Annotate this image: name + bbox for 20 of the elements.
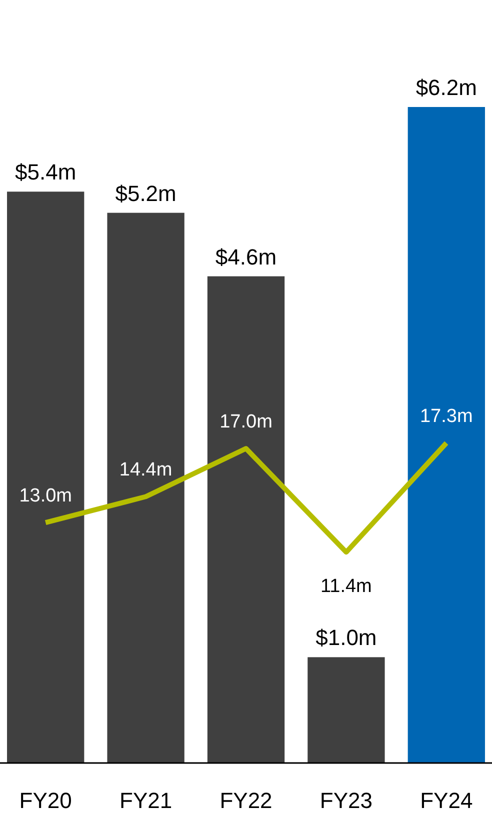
x-tick-label: FY21 [120,788,172,813]
data-label: $6.2m [416,75,477,100]
bar [7,192,84,763]
bar [107,212,184,763]
bar [308,657,385,763]
data-label: 13.0m [19,486,72,507]
data-label: $1.0m [316,625,377,650]
bar [207,276,285,763]
x-tick-label: FY24 [420,788,473,813]
data-label: 14.4m [119,460,172,481]
data-label: $5.4m [15,160,76,185]
data-label: 17.0m [220,412,272,433]
data-label: 11.4m [320,576,372,598]
x-tick-label: FY23 [320,788,372,813]
data-label: 17.3m [420,406,473,427]
data-label: $4.6m [215,244,277,270]
data-label: $5.2m [115,180,176,206]
x-tick-label: FY20 [19,788,72,813]
x-tick-label: FY22 [220,788,272,813]
bar [408,107,485,763]
